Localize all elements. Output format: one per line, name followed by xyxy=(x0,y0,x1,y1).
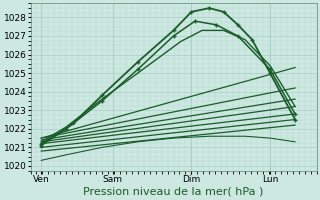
X-axis label: Pression niveau de la mer( hPa ): Pression niveau de la mer( hPa ) xyxy=(83,187,264,197)
